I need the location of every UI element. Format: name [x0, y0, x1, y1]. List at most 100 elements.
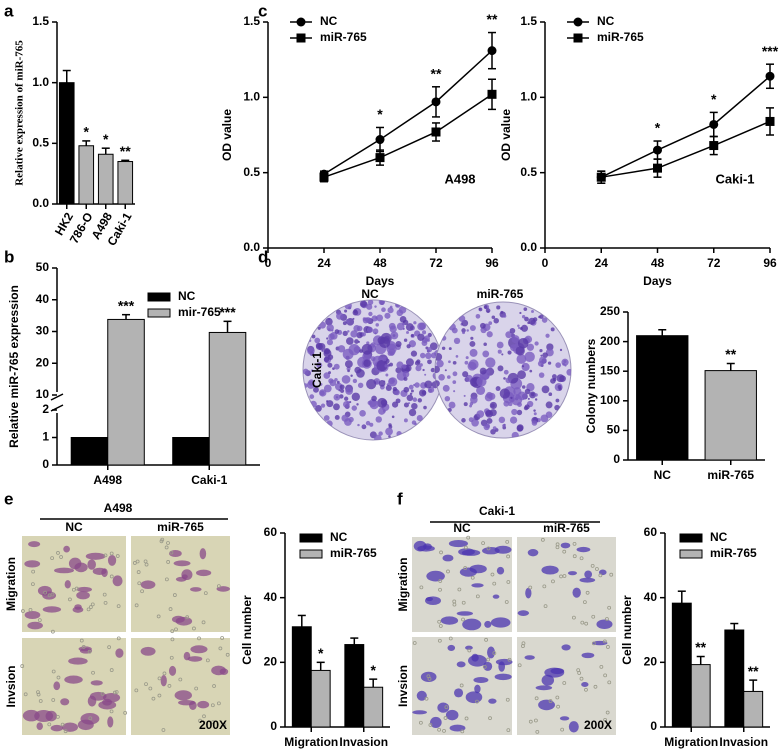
pore	[517, 663, 522, 668]
cell	[199, 548, 207, 560]
significance-label: **	[725, 346, 736, 362]
colony	[321, 349, 324, 352]
colony	[463, 394, 466, 397]
significance-label: *	[655, 120, 661, 136]
colony	[403, 338, 408, 342]
cell	[437, 702, 450, 713]
colony	[356, 325, 363, 332]
pore	[437, 727, 441, 732]
y-axis-label: Relative miR-765 expression	[7, 285, 21, 448]
colony	[516, 409, 523, 416]
colony	[307, 347, 315, 355]
colony	[379, 336, 391, 349]
colony	[347, 330, 350, 333]
colony	[453, 390, 456, 393]
colony	[482, 350, 490, 358]
legend-swatch	[299, 533, 323, 543]
colony	[406, 344, 411, 349]
pore	[50, 556, 55, 561]
y-tick-label: 60	[644, 525, 658, 539]
colony	[486, 417, 493, 424]
pore	[134, 688, 139, 693]
cell	[567, 571, 577, 576]
colony	[462, 371, 469, 378]
bar	[743, 690, 764, 728]
pore	[459, 683, 464, 688]
colony	[533, 412, 537, 416]
colony	[524, 316, 529, 322]
y-tick-label: 60	[264, 525, 278, 539]
y-tick-label: 1.0	[32, 75, 49, 89]
cell	[484, 620, 492, 628]
legend-marker	[296, 17, 306, 27]
cell-line-label: Caki-1	[479, 504, 515, 518]
pore	[51, 698, 56, 702]
column-label: NC	[65, 520, 83, 534]
colony	[403, 418, 408, 423]
colony	[545, 333, 550, 338]
colony	[366, 303, 373, 310]
colony	[466, 329, 469, 332]
y-axis-label: OD value	[499, 109, 513, 161]
colony	[516, 424, 524, 432]
colony	[516, 354, 527, 364]
pore	[170, 629, 175, 634]
colony	[541, 385, 550, 394]
colony	[405, 358, 414, 367]
cell	[420, 671, 437, 682]
y-tick-label: 0.0	[32, 196, 49, 210]
colony	[363, 359, 371, 368]
colony	[380, 399, 388, 406]
pore	[28, 608, 33, 612]
colony	[441, 346, 446, 351]
pore	[599, 664, 604, 669]
panel-letter: a	[4, 1, 14, 20]
colony	[485, 357, 496, 368]
legend-swatch	[299, 549, 323, 559]
pore	[157, 693, 162, 698]
colony	[326, 400, 334, 408]
x-tick-label: Caki-1	[191, 473, 227, 487]
pore	[55, 714, 60, 719]
bar	[724, 629, 745, 728]
colony	[464, 360, 469, 365]
colony	[372, 328, 379, 335]
bar	[97, 153, 114, 205]
pore	[528, 585, 533, 590]
pore	[114, 690, 119, 694]
colony	[418, 389, 427, 397]
pore	[534, 696, 539, 701]
pore	[148, 686, 153, 691]
pore	[534, 718, 538, 723]
colony	[517, 370, 526, 380]
colony	[461, 418, 466, 423]
pore	[475, 594, 480, 599]
colony	[485, 410, 493, 418]
colony	[463, 402, 468, 407]
series-line	[601, 120, 771, 178]
pore	[548, 699, 553, 703]
colony	[500, 310, 504, 314]
micrograph	[412, 637, 512, 735]
colony	[424, 380, 433, 389]
colony	[524, 351, 535, 362]
x-tick-label: Migration	[284, 735, 338, 749]
colony	[471, 418, 479, 427]
pore	[609, 572, 614, 577]
colony	[354, 366, 362, 374]
colony	[357, 423, 360, 427]
colony	[538, 315, 541, 319]
colony	[505, 377, 512, 384]
colony	[378, 407, 386, 415]
y-tick-label: 50	[607, 423, 621, 437]
colony	[541, 317, 548, 323]
colony	[326, 339, 334, 346]
pore	[535, 729, 540, 734]
bar	[172, 437, 210, 466]
colony	[385, 373, 389, 377]
pore	[123, 710, 128, 715]
colony	[375, 416, 382, 423]
cell	[496, 566, 505, 575]
chart-label: A498	[444, 171, 475, 186]
colony	[412, 397, 418, 402]
